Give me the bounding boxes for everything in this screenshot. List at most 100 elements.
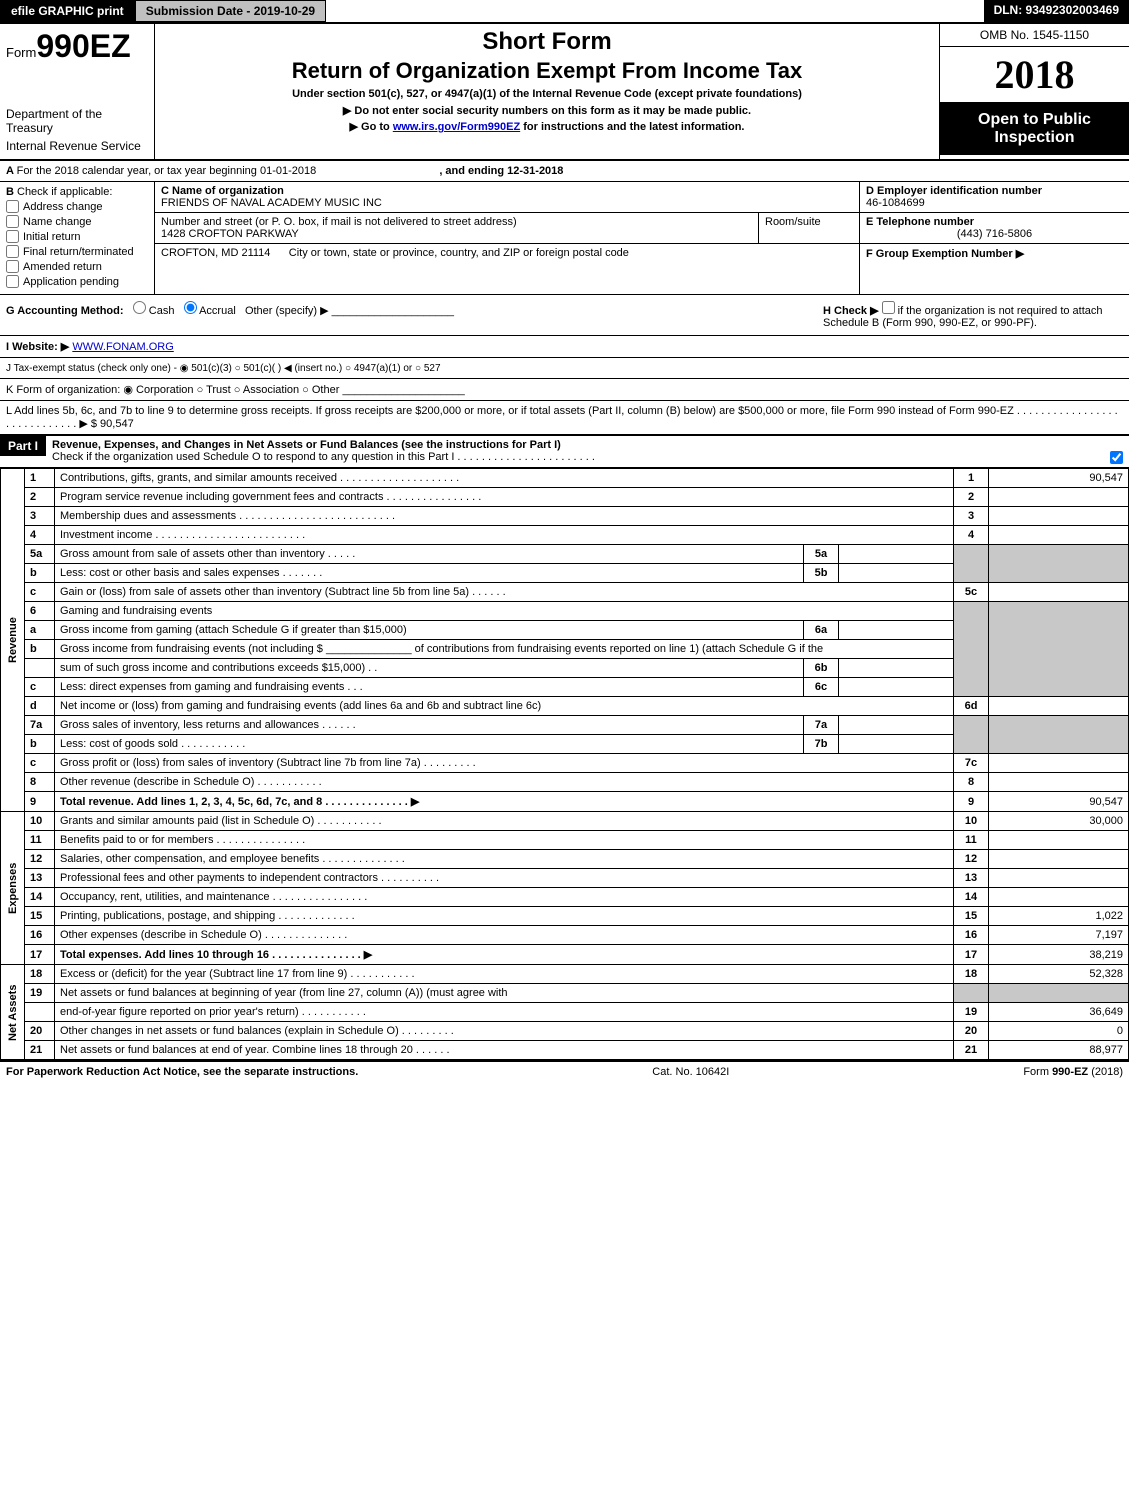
row1-num: 1 [25, 469, 55, 488]
open-public-line2: Inspection [944, 129, 1125, 147]
row5c-amt [989, 583, 1129, 602]
org-info-block: B Check if applicable: Address change Na… [0, 182, 1129, 295]
form-prefix: Form [6, 45, 36, 60]
submission-date-button[interactable]: Submission Date - 2019-10-29 [135, 0, 326, 22]
vlabel-netassets: Net Assets [1, 965, 25, 1060]
row17-ln: 17 [954, 945, 989, 965]
row1-amt: 90,547 [989, 469, 1129, 488]
row11-desc: Benefits paid to or for members . . . . … [55, 831, 954, 850]
row5b-mid: 5b [804, 564, 839, 583]
grey-19-amt [989, 984, 1129, 1003]
row9-ln: 9 [954, 792, 989, 812]
row14-desc: Occupancy, rent, utilities, and maintena… [55, 888, 954, 907]
checkbox-application-pending[interactable] [6, 275, 19, 288]
website-link[interactable]: WWW.FONAM.ORG [72, 341, 173, 353]
grey-5ab [954, 545, 989, 583]
top-bar: efile GRAPHIC print Submission Date - 20… [0, 0, 1129, 24]
dept-irs: Internal Revenue Service [6, 137, 148, 155]
checkbox-schedule-b[interactable] [882, 301, 895, 314]
footer-center: Cat. No. 10642I [652, 1066, 729, 1078]
row7b-mid: 7b [804, 735, 839, 754]
row7a-num: 7a [25, 716, 55, 735]
row2-desc: Program service revenue including govern… [55, 488, 954, 507]
checkbox-address-change[interactable] [6, 200, 19, 213]
row17-num: 17 [25, 945, 55, 965]
row6c-desc: Less: direct expenses from gaming and fu… [55, 678, 804, 697]
ein: 46-1084699 [866, 197, 925, 209]
row19b-desc: end-of-year figure reported on prior yea… [55, 1003, 954, 1022]
row16-desc: Other expenses (describe in Schedule O) … [55, 926, 954, 945]
part1-header-row: Part I Revenue, Expenses, and Changes in… [0, 435, 1129, 468]
row3-desc: Membership dues and assessments . . . . … [55, 507, 954, 526]
row16-amt: 7,197 [989, 926, 1129, 945]
row6b-midv [839, 659, 954, 678]
row19-amt: 36,649 [989, 1003, 1129, 1022]
row2-amt [989, 488, 1129, 507]
row6d-desc: Net income or (loss) from gaming and fun… [55, 697, 954, 716]
section-a-ending: , and ending 12-31-2018 [439, 165, 563, 177]
row6c-num: c [25, 678, 55, 697]
row17-desc: Total expenses. Add lines 10 through 16 … [55, 945, 954, 965]
row12-desc: Salaries, other compensation, and employ… [55, 850, 954, 869]
row17-desc-bold: Total expenses. Add lines 10 through 16 … [60, 949, 372, 961]
row6-num: 6 [25, 602, 55, 621]
row3-amt [989, 507, 1129, 526]
footer-right: Form 990-EZ (2018) [1023, 1066, 1123, 1078]
row13-amt [989, 869, 1129, 888]
row14-num: 14 [25, 888, 55, 907]
goto-line: ▶ Go to www.irs.gov/Form990EZ for instru… [161, 120, 933, 133]
section-a-text: For the 2018 calendar year, or tax year … [17, 165, 317, 177]
checkbox-initial-return[interactable] [6, 230, 19, 243]
row15-ln: 15 [954, 907, 989, 926]
row20-ln: 20 [954, 1022, 989, 1041]
section-d-label: D Employer identification number [866, 185, 1042, 197]
row1-ln: 1 [954, 469, 989, 488]
row5a-num: 5a [25, 545, 55, 564]
row5a-midv [839, 545, 954, 564]
vlabel-expenses: Expenses [1, 812, 25, 965]
row5c-desc: Gain or (loss) from sale of assets other… [55, 583, 954, 602]
tax-year: 2018 [940, 47, 1129, 103]
row9-amt: 90,547 [989, 792, 1129, 812]
checkbox-final-return[interactable] [6, 245, 19, 258]
no-ssn-notice: ▶ Do not enter social security numbers o… [161, 104, 933, 117]
row6b-num: b [25, 640, 55, 659]
open-public-line1: Open to Public [944, 111, 1125, 129]
checkbox-schedule-o[interactable] [1110, 451, 1123, 464]
line-g-h: G Accounting Method: Cash Accrual Other … [0, 295, 1129, 336]
line-l-text: L Add lines 5b, 6c, and 7b to line 9 to … [6, 405, 1118, 430]
section-c-label: C Name of organization [161, 185, 284, 197]
radio-accrual[interactable] [184, 301, 197, 314]
line-h-label: H Check ▶ [823, 305, 879, 317]
row11-num: 11 [25, 831, 55, 850]
row21-desc: Net assets or fund balances at end of ye… [55, 1041, 954, 1060]
goto-link[interactable]: www.irs.gov/Form990EZ [393, 121, 520, 133]
section-f-label: F Group Exemption Number ▶ [866, 248, 1024, 260]
row5b-desc: Less: cost or other basis and sales expe… [55, 564, 804, 583]
row8-num: 8 [25, 773, 55, 792]
row7b-num: b [25, 735, 55, 754]
row16-num: 16 [25, 926, 55, 945]
opt-final-return: Final return/terminated [23, 246, 134, 258]
grey-19 [954, 984, 989, 1003]
row12-ln: 12 [954, 850, 989, 869]
form-header: Form990EZ Department of the Treasury Int… [0, 24, 1129, 161]
row12-num: 12 [25, 850, 55, 869]
efile-print-button[interactable]: efile GRAPHIC print [0, 0, 135, 22]
radio-cash[interactable] [133, 301, 146, 314]
form-number: 990EZ [36, 28, 130, 64]
part1-table: Revenue 1 Contributions, gifts, grants, … [0, 468, 1129, 1060]
row18-ln: 18 [954, 965, 989, 984]
line-i-label: I Website: ▶ [6, 341, 69, 353]
opt-address-change: Address change [23, 201, 103, 213]
row10-ln: 10 [954, 812, 989, 831]
checkbox-name-change[interactable] [6, 215, 19, 228]
under-section-text: Under section 501(c), 527, or 4947(a)(1)… [161, 88, 933, 100]
row16-ln: 16 [954, 926, 989, 945]
checkbox-amended-return[interactable] [6, 260, 19, 273]
row10-desc: Grants and similar amounts paid (list in… [55, 812, 954, 831]
opt-initial-return: Initial return [23, 231, 80, 243]
row8-amt [989, 773, 1129, 792]
row15-num: 15 [25, 907, 55, 926]
row20-amt: 0 [989, 1022, 1129, 1041]
